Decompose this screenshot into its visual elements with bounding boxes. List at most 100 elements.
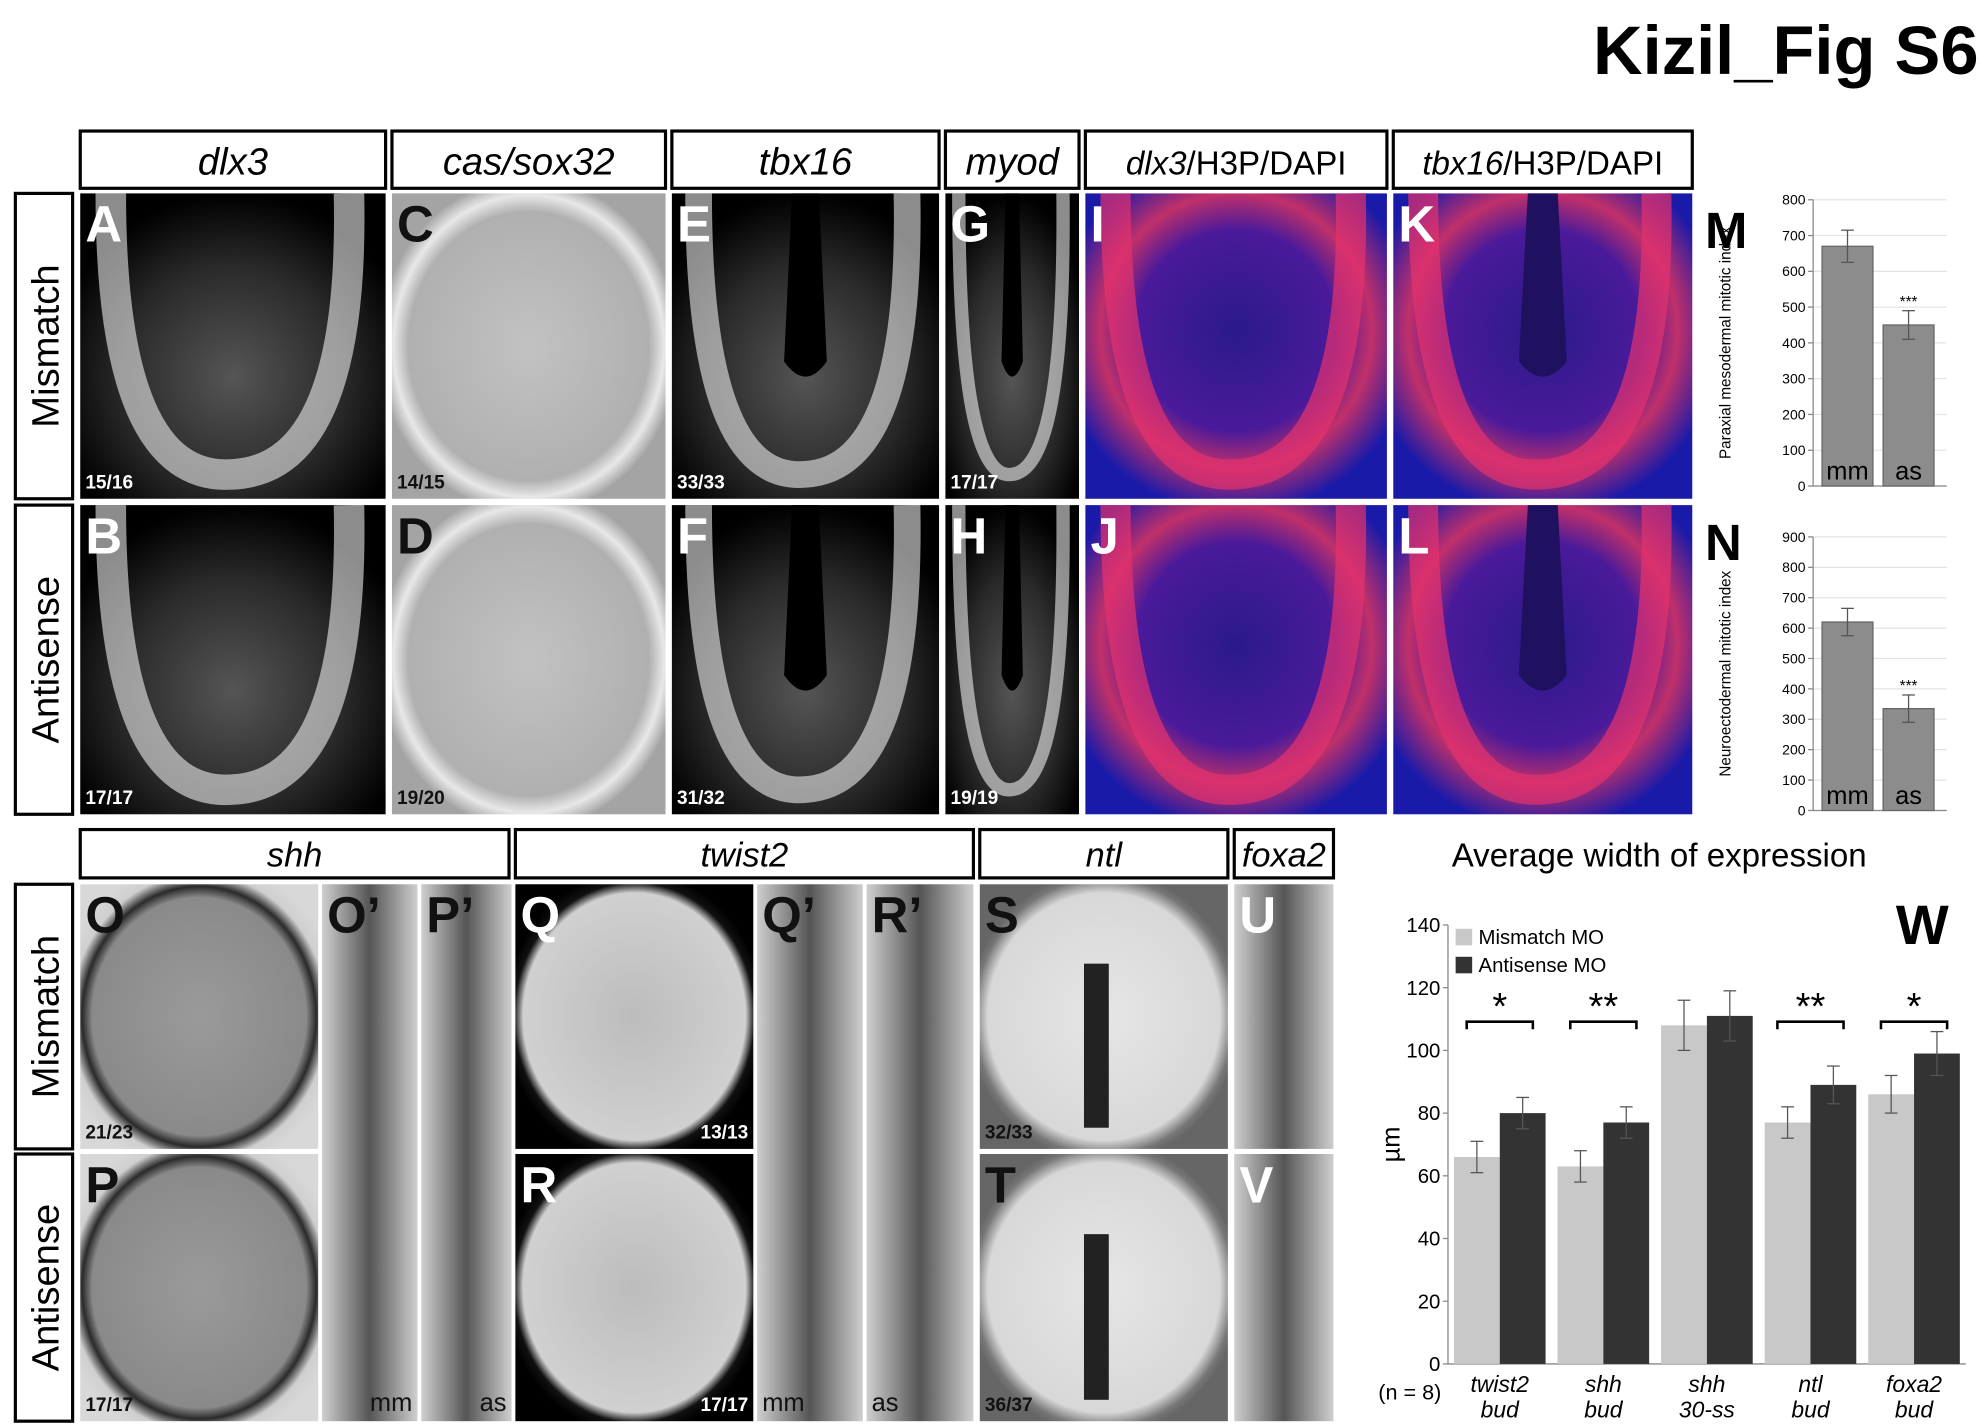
significance-label: * — [1907, 985, 1922, 1028]
header-box — [943, 129, 1081, 190]
micrograph-panel: H 19/19 — [945, 505, 1080, 815]
header-label: tbx16/H3P/DAPI — [1422, 145, 1663, 182]
y-tick-label: 100 — [1406, 1041, 1440, 1063]
chart-panel-label: N — [1705, 514, 1742, 571]
row-label-box — [13, 1152, 75, 1423]
bar — [1821, 621, 1874, 812]
significance-label: *** — [1900, 678, 1918, 695]
legend-swatch — [1455, 956, 1473, 974]
header-box — [1391, 129, 1694, 190]
bar — [1821, 245, 1874, 487]
expression-arc — [1100, 504, 1367, 805]
chart: N 0 100 200 300 400 500 600 700 800 900 Neuroectode… — [1705, 514, 1947, 818]
header-label: tbx16 — [759, 140, 853, 183]
header-label: twist2 — [700, 836, 788, 874]
bar — [1661, 1025, 1707, 1364]
bar — [1453, 1156, 1500, 1364]
panel-count: as — [872, 1389, 899, 1417]
legend-swatch — [1455, 928, 1473, 946]
panel-count: 15/16 — [85, 473, 133, 494]
micrograph — [1234, 1153, 1334, 1422]
chart-panel-label: W — [1896, 893, 1949, 956]
y-tick-label: 300 — [1782, 371, 1806, 387]
micrograph-panel: J — [1085, 504, 1387, 815]
y-tick-label: 140 — [1406, 915, 1440, 937]
chart: M 0 100 200 300 400 500 600 700 800 Paraxial mesod… — [1705, 192, 1947, 494]
panel-label: F — [677, 507, 708, 564]
panel-count: 13/13 — [700, 1123, 748, 1144]
panel-count: mm — [370, 1389, 412, 1417]
y-tick-label: 200 — [1782, 742, 1806, 758]
panel-count: 21/23 — [85, 1123, 133, 1144]
y-tick-label: 20 — [1418, 1291, 1441, 1313]
expression-arc — [685, 193, 921, 488]
header-box — [1232, 827, 1336, 880]
expression-arc — [952, 505, 1070, 797]
panel-label: D — [397, 507, 434, 564]
y-tick-label: 800 — [1782, 559, 1806, 575]
micrograph-panel: T 36/37 — [979, 1153, 1228, 1422]
micrograph-panel: O’ mm — [321, 884, 418, 1422]
panel-label: K — [1398, 196, 1435, 253]
y-tick-label: 700 — [1782, 590, 1806, 606]
panel-count: 36/37 — [985, 1395, 1033, 1416]
bar — [1499, 1113, 1546, 1364]
notochord-gap — [784, 193, 827, 377]
category-label: as — [1895, 782, 1922, 810]
bar — [1557, 1166, 1604, 1364]
category-label: as — [1895, 458, 1922, 486]
y-tick-label: 0 — [1798, 802, 1806, 818]
significance-bracket — [1879, 1020, 1949, 1030]
panel-label: A — [85, 196, 122, 253]
panel-label: H — [951, 507, 988, 564]
micrograph-panel: V — [1234, 1153, 1334, 1422]
row-label: Mismatch — [25, 935, 68, 1098]
micrograph — [1234, 884, 1334, 1149]
legend-label: Mismatch MO — [1479, 927, 1604, 949]
panel-count: 17/17 — [951, 473, 999, 494]
panel-label: I — [1090, 196, 1104, 253]
y-tick-label: 0 — [1429, 1354, 1440, 1376]
micrograph-panel: F 31/32 — [671, 504, 940, 815]
x-tick-label: ntl bud — [1791, 1371, 1830, 1422]
panel-count: 19/19 — [951, 788, 999, 809]
panel-label: U — [1239, 887, 1276, 944]
bar — [1882, 324, 1935, 487]
panel-label: V — [1239, 1156, 1273, 1213]
chart-note: (n = 8) — [1378, 1380, 1441, 1405]
micrograph-panel: K — [1393, 193, 1693, 499]
significance-label: *** — [1900, 294, 1918, 311]
panel-count: mm — [762, 1389, 804, 1417]
notochord-gap — [1518, 505, 1567, 691]
panel-label: Q — [520, 887, 560, 944]
header-box — [670, 129, 941, 190]
panel-count: as — [480, 1389, 507, 1417]
notochord-gap — [784, 505, 827, 691]
micrograph-panel: P 17/17 — [80, 1153, 319, 1422]
y-tick-label: 400 — [1782, 335, 1806, 351]
micrograph — [80, 884, 319, 1149]
legend-label: Antisense MO — [1479, 955, 1607, 977]
expression-arc — [685, 504, 921, 804]
panel-label: T — [985, 1156, 1016, 1213]
micrograph — [515, 1153, 754, 1422]
panel-count: 14/15 — [397, 473, 445, 494]
header-box — [390, 129, 668, 190]
row-label-box — [13, 882, 75, 1151]
figure-title: Kizil_Fig S6 — [1593, 12, 1979, 89]
y-tick-label: 40 — [1418, 1229, 1441, 1251]
significance-label: * — [1492, 985, 1507, 1028]
x-tick-label: shh 30-ss — [1679, 1371, 1735, 1422]
y-tick-label: 100 — [1782, 772, 1806, 788]
notochord-gap — [1001, 505, 1023, 691]
panel-count: 17/17 — [85, 1395, 133, 1416]
row-label: Antisense — [25, 576, 68, 744]
micrograph-panel: D 19/20 — [391, 505, 666, 815]
expression-arc — [1408, 504, 1672, 805]
y-tick-label: 600 — [1782, 620, 1806, 636]
expression-arc — [952, 193, 1070, 482]
micrograph — [757, 884, 863, 1422]
row-label-box — [13, 503, 75, 816]
notochord-gap — [1518, 193, 1567, 377]
